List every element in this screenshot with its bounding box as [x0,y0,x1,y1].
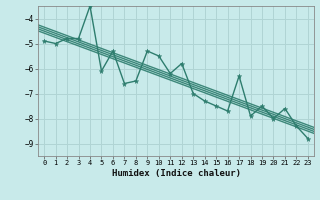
X-axis label: Humidex (Indice chaleur): Humidex (Indice chaleur) [111,169,241,178]
